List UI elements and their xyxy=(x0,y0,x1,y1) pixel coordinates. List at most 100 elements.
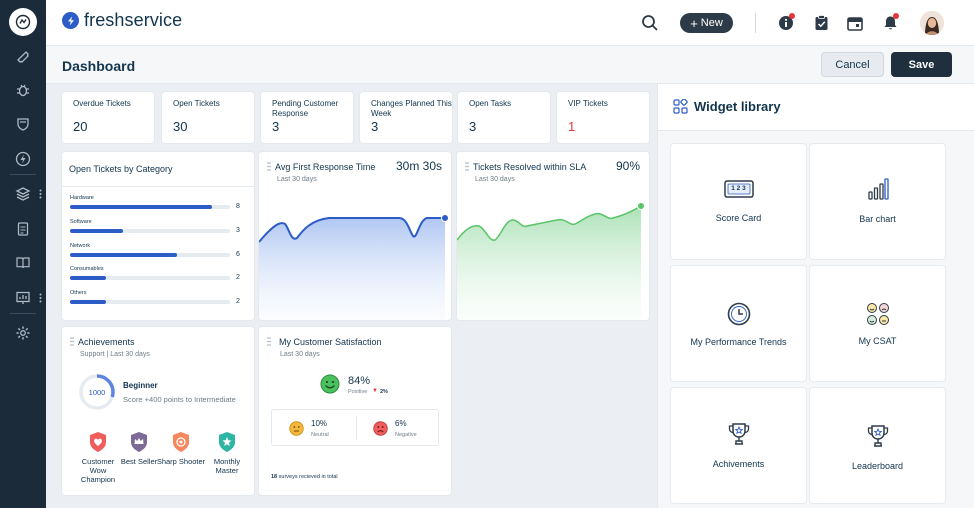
response-time-widget[interactable]: Avg First Response Time Last 30 days 30m… xyxy=(259,152,451,320)
top-bar: freshservice + New xyxy=(46,0,974,46)
category-row[interactable]: Network 6 xyxy=(70,243,250,263)
sidebar-item-tickets[interactable] xyxy=(13,47,33,67)
category-name: Consumables xyxy=(70,266,104,273)
category-bar xyxy=(70,252,177,257)
tasks-button[interactable] xyxy=(810,12,832,34)
sidebar-item-assets[interactable] xyxy=(13,184,33,204)
more-dots-icon[interactable] xyxy=(39,189,42,199)
library-tile-my-csat[interactable]: My CSAT xyxy=(810,266,945,381)
drag-handle-icon[interactable] xyxy=(70,337,74,346)
tile-label: My Performance Trends xyxy=(690,337,787,347)
sidebar-item-admin[interactable] xyxy=(13,323,33,343)
drag-handle-icon[interactable] xyxy=(267,337,271,346)
library-tile-achievements[interactable]: Achivements xyxy=(671,388,806,503)
layers-icon xyxy=(15,187,31,201)
tile-label: Achivements xyxy=(712,459,765,469)
brand[interactable]: freshservice xyxy=(62,10,182,31)
badge-customer-wow-champion[interactable]: Customer Wow Champion xyxy=(73,431,123,484)
score-card-vip[interactable]: VIP Tickets 1 xyxy=(557,92,649,143)
book-icon xyxy=(16,257,30,269)
category-row[interactable]: Hardware 8 xyxy=(70,195,250,215)
widget-library-panel: Widget library 1 2 3 Score Card Bar char… xyxy=(657,84,974,508)
trophy-icon xyxy=(728,423,749,445)
score-card-value: 30 xyxy=(173,119,188,134)
star-shield-icon xyxy=(219,432,235,452)
sidebar-item-analytics[interactable] xyxy=(13,288,33,308)
gear-icon xyxy=(16,326,30,340)
category-widget[interactable]: Open Tickets by Category Hardware 8 Softwa… xyxy=(62,152,254,320)
bell-icon xyxy=(884,16,896,30)
response-time-end-point[interactable] xyxy=(441,214,449,222)
score-card-changes[interactable]: Changes Planned This Week 3 xyxy=(360,92,452,143)
sidebar-item-changes[interactable] xyxy=(13,114,33,134)
neutral-percent: 10% xyxy=(311,419,328,428)
badge-label: Best Seller xyxy=(120,457,158,466)
score-card-value: 1 xyxy=(568,119,576,134)
search-button[interactable] xyxy=(639,12,661,34)
drag-handle-icon[interactable] xyxy=(267,162,271,171)
widget-library-title: Widget library xyxy=(694,99,781,114)
score-card-pending[interactable]: Pending Customer Response 3 xyxy=(261,92,353,143)
library-tile-score-card[interactable]: 1 2 3 Score Card xyxy=(671,144,806,259)
badge-sharp-shooter[interactable]: Sharp Shooter xyxy=(156,431,206,466)
avatar[interactable] xyxy=(920,11,944,35)
sla-widget[interactable]: Tickets Resolved within SLA Last 30 days… xyxy=(457,152,649,320)
save-button[interactable]: Save xyxy=(891,52,952,77)
category-row[interactable]: Consumables 2 xyxy=(70,266,250,286)
widget-metric: 90% xyxy=(615,159,640,173)
badge-best-seller[interactable]: Best Seller xyxy=(114,431,164,466)
crown-shield-icon xyxy=(131,432,147,452)
category-count: 6 xyxy=(236,250,240,258)
new-button[interactable]: + New xyxy=(680,13,733,33)
score-card-value: 3 xyxy=(469,119,477,134)
notifications-button[interactable] xyxy=(879,12,901,34)
sla-area-chart xyxy=(457,202,645,320)
sidebar-item-releases[interactable] xyxy=(13,149,33,169)
more-dots-icon[interactable] xyxy=(39,293,42,303)
achievements-widget[interactable]: Achievements Support | Last 30 days 1000… xyxy=(62,327,254,495)
sla-end-point[interactable] xyxy=(637,202,645,210)
score-card-label: Changes Planned This Week xyxy=(371,99,452,118)
sla-area xyxy=(457,206,641,320)
score-card-open[interactable]: Open Tickets 30 xyxy=(162,92,254,143)
csat-widget[interactable]: My Customer Satisfaction Last 30 days 84… xyxy=(259,327,451,495)
category-name: Network xyxy=(70,242,91,249)
library-tile-performance-trends[interactable]: My Performance Trends xyxy=(671,266,806,381)
calendar-button[interactable] xyxy=(844,12,866,34)
sidebar-item-problems[interactable] xyxy=(13,80,33,100)
response-time-area xyxy=(259,218,445,320)
sidebar-item-solutions[interactable] xyxy=(13,253,33,273)
category-row[interactable]: Others 2 xyxy=(70,290,250,310)
level-description: Score +400 points to Intermediate xyxy=(123,395,236,404)
score-card-label: Open Tasks xyxy=(469,99,512,108)
sad-face-icon xyxy=(373,421,388,436)
widget-title: My Customer Satisfaction xyxy=(279,337,382,347)
drag-handle-icon[interactable] xyxy=(465,162,469,171)
category-bar-track xyxy=(70,300,230,305)
library-tile-leaderboard[interactable]: Leaderboard xyxy=(810,388,945,503)
score-card-overdue[interactable]: Overdue Tickets 20 xyxy=(62,92,154,143)
score-card-label: Open Tickets xyxy=(173,99,220,108)
cancel-button[interactable]: Cancel xyxy=(821,52,884,77)
clipboard-check-icon xyxy=(815,15,827,30)
category-count: 2 xyxy=(236,274,240,282)
category-bar-track xyxy=(70,228,230,233)
category-row[interactable]: Software 3 xyxy=(70,219,250,239)
badge-label: Sharp Shooter xyxy=(156,457,206,466)
library-tile-bar-chart[interactable]: Bar chart xyxy=(810,144,945,259)
response-time-line xyxy=(259,217,445,243)
score-card-tasks[interactable]: Open Tasks 3 xyxy=(458,92,550,143)
score-card-icon-text: 1 2 3 xyxy=(731,185,746,192)
surveys-text: surveys recieved in total xyxy=(278,474,338,480)
sidebar-item-contracts[interactable] xyxy=(13,219,33,239)
surveys-count: 18 xyxy=(271,474,278,480)
logo-icon xyxy=(15,14,31,30)
freshservice-logo[interactable] xyxy=(9,8,37,36)
widget-title: Tickets Resolved within SLA xyxy=(473,162,587,172)
positive-label: Positive xyxy=(348,389,368,395)
category-count: 8 xyxy=(236,203,240,210)
badge-monthly-master[interactable]: Monthly Master xyxy=(202,431,252,475)
info-button[interactable] xyxy=(775,12,797,34)
widget-subtitle: Last 30 days xyxy=(475,176,515,183)
document-icon xyxy=(17,222,29,236)
